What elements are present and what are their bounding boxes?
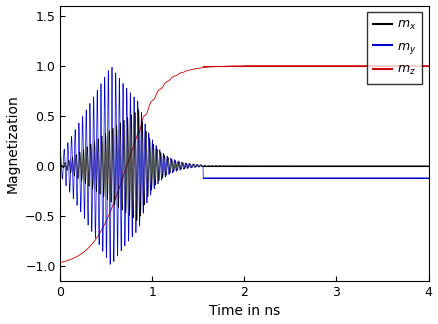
$m_x$ xyxy=(334,164,339,168)
$m_x$ xyxy=(134,219,139,223)
$m_y$ xyxy=(110,65,115,69)
$m_y$ xyxy=(108,262,113,266)
$m_x$ xyxy=(383,164,389,168)
$m_y$ xyxy=(371,176,376,180)
$m_y$ xyxy=(176,159,181,163)
$m_y$ xyxy=(426,176,431,180)
$m_z$ xyxy=(176,72,181,76)
$m_z$ xyxy=(426,64,431,68)
$m_y$ xyxy=(58,154,63,158)
Legend: $m_x$, $m_y$, $m_z$: $m_x$, $m_y$, $m_z$ xyxy=(367,12,422,84)
$m_z$ xyxy=(357,64,362,68)
$m_x$ xyxy=(58,164,63,168)
$m_y$ xyxy=(334,176,339,180)
$m_x$ xyxy=(357,164,362,168)
$m_y$ xyxy=(383,176,389,180)
$m_z$ xyxy=(242,64,247,68)
Line: $m_y$: $m_y$ xyxy=(60,67,428,264)
$m_x$ xyxy=(371,164,376,168)
$m_z$ xyxy=(383,64,389,68)
$m_z$ xyxy=(371,64,376,68)
Line: $m_z$: $m_z$ xyxy=(60,66,428,262)
$m_x$ xyxy=(99,145,104,149)
$m_z$ xyxy=(99,228,104,232)
$m_x$ xyxy=(426,164,431,168)
$m_y$ xyxy=(99,100,104,104)
Y-axis label: Magnetization: Magnetization xyxy=(6,94,20,193)
$m_x$ xyxy=(176,163,181,167)
$m_z$ xyxy=(58,260,63,264)
Line: $m_x$: $m_x$ xyxy=(60,110,428,221)
X-axis label: Time in ns: Time in ns xyxy=(209,305,280,318)
$m_x$ xyxy=(136,108,141,112)
$m_y$ xyxy=(357,176,362,180)
$m_z$ xyxy=(334,64,339,68)
